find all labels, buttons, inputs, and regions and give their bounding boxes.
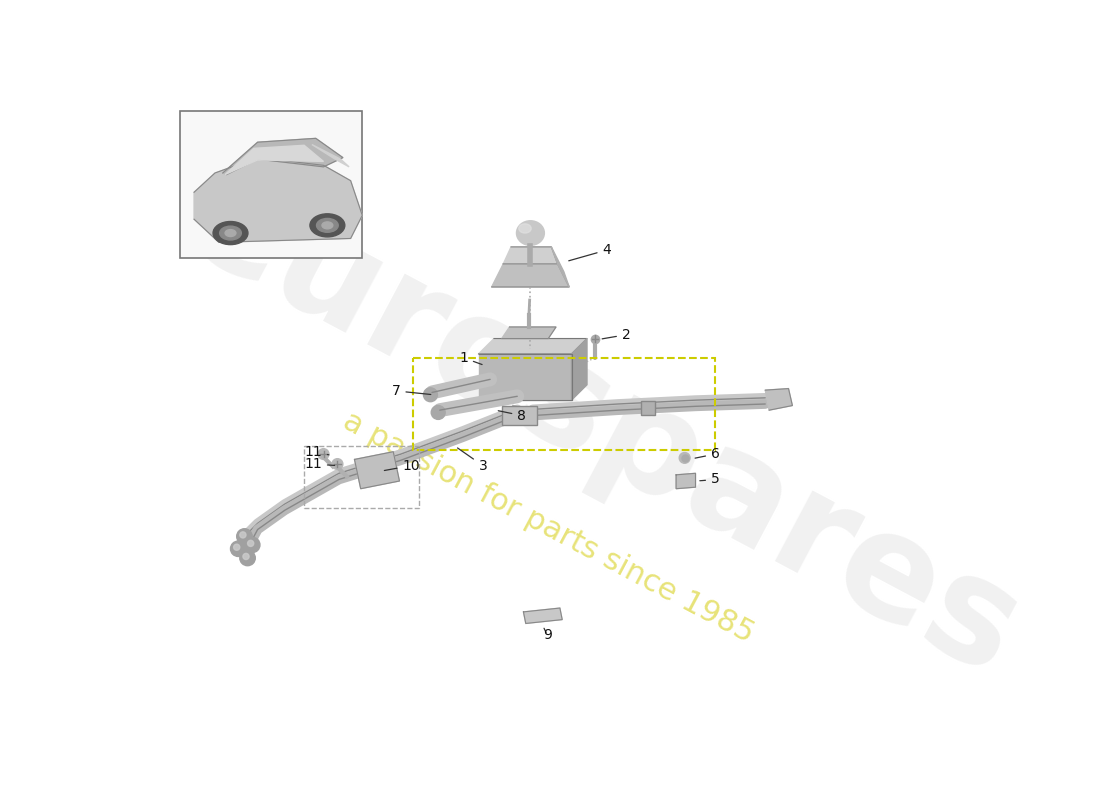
Text: 3: 3 <box>458 448 487 473</box>
Polygon shape <box>194 158 362 242</box>
Circle shape <box>243 554 249 559</box>
Ellipse shape <box>519 224 531 233</box>
Text: 8: 8 <box>498 409 526 422</box>
Bar <box>180 111 362 258</box>
Circle shape <box>240 550 255 566</box>
Polygon shape <box>354 452 399 489</box>
Polygon shape <box>676 474 695 489</box>
Circle shape <box>248 540 254 546</box>
Bar <box>502 406 537 425</box>
Text: 11: 11 <box>304 457 334 471</box>
Polygon shape <box>572 338 587 400</box>
Polygon shape <box>478 354 572 400</box>
Polygon shape <box>504 247 558 264</box>
Circle shape <box>244 538 260 553</box>
Bar <box>304 446 419 508</box>
Circle shape <box>236 529 252 544</box>
Polygon shape <box>524 608 562 623</box>
Polygon shape <box>478 338 587 354</box>
Text: 9: 9 <box>542 628 552 642</box>
Ellipse shape <box>226 230 235 237</box>
Polygon shape <box>766 389 792 410</box>
Circle shape <box>332 458 343 470</box>
Ellipse shape <box>213 222 248 245</box>
Bar <box>412 358 715 450</box>
Circle shape <box>679 453 690 463</box>
Ellipse shape <box>310 214 344 237</box>
Circle shape <box>240 532 246 538</box>
Bar <box>641 401 656 414</box>
Text: 1: 1 <box>459 350 482 365</box>
Text: eurospares: eurospares <box>163 149 1043 706</box>
Circle shape <box>431 406 446 419</box>
Polygon shape <box>502 327 556 338</box>
Polygon shape <box>226 146 323 174</box>
Polygon shape <box>222 138 343 174</box>
Circle shape <box>318 449 329 459</box>
Ellipse shape <box>322 222 333 229</box>
Text: 11: 11 <box>304 445 329 458</box>
Circle shape <box>233 544 240 550</box>
Polygon shape <box>312 145 349 167</box>
Text: a passion for parts since 1985: a passion for parts since 1985 <box>338 406 759 648</box>
Text: 2: 2 <box>602 328 630 342</box>
Circle shape <box>231 541 246 557</box>
Text: 7: 7 <box>392 384 431 398</box>
Text: 10: 10 <box>384 458 420 473</box>
Ellipse shape <box>517 221 544 246</box>
Text: 6: 6 <box>695 447 719 461</box>
Polygon shape <box>551 247 569 287</box>
Text: 5: 5 <box>700 473 719 486</box>
Ellipse shape <box>317 218 338 232</box>
Circle shape <box>424 388 438 402</box>
Text: 4: 4 <box>569 243 612 261</box>
Ellipse shape <box>220 226 241 240</box>
Polygon shape <box>492 264 569 287</box>
